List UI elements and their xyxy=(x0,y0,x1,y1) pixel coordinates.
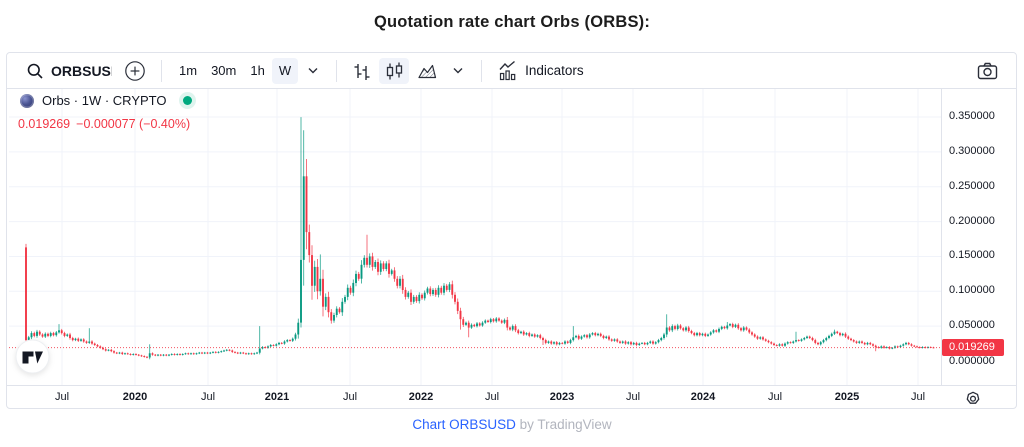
legend-values-row: 0.019269 −0.000077 (−0.40%) xyxy=(18,117,192,131)
interval-group: 1m 30m 1h W xyxy=(172,57,299,84)
camera-icon xyxy=(976,60,999,82)
plus-circle-icon xyxy=(124,60,146,82)
interval-button-1m[interactable]: 1m xyxy=(172,58,204,84)
toolbar-separator xyxy=(336,59,338,82)
attribution-byline: by TradingView xyxy=(515,417,612,432)
time-axis-divider xyxy=(7,385,1017,386)
time-tick-label: Jul xyxy=(484,391,500,403)
market-status-dot xyxy=(183,96,193,105)
symbol-name: ORBSUSD xyxy=(51,62,112,79)
attribution-footer: Chart ORBSUSD by TradingView xyxy=(0,417,1024,432)
price-tick-label: 0.050000 xyxy=(949,319,995,332)
interval-dropdown-button[interactable] xyxy=(300,58,326,84)
chevron-down-icon xyxy=(453,67,463,74)
time-tick-label: Jul xyxy=(767,391,783,403)
time-tick-label: Jul xyxy=(625,391,641,403)
time-tick-label: Jul xyxy=(342,391,358,403)
page-title: Quotation rate chart Orbs (ORBS): xyxy=(373,13,651,31)
chart-style-bars-button[interactable] xyxy=(347,58,377,84)
chart-attribution-link[interactable]: Chart ORBSUSD xyxy=(412,417,516,432)
legend-change: −0.000077 (−0.40%) xyxy=(76,117,191,131)
price-tick-label: 0.350000 xyxy=(949,110,995,123)
price-tick-label: 0.100000 xyxy=(949,284,995,297)
candles-style-icon xyxy=(384,60,404,82)
style-dropdown-button[interactable] xyxy=(445,58,471,84)
legend-symbol-row[interactable]: Orbs · 1W · CRYPTO xyxy=(20,93,193,108)
time-tick-label: 2020 xyxy=(122,391,148,403)
interval-button-1h[interactable]: 1h xyxy=(243,58,271,84)
price-tick-label: 0.300000 xyxy=(949,144,995,157)
chart-settings-button[interactable] xyxy=(963,388,983,411)
tradingview-logo[interactable] xyxy=(14,338,51,380)
bars-style-icon xyxy=(352,60,372,82)
area-style-icon xyxy=(416,61,438,81)
legend-symbol-title: Orbs · 1W · CRYPTO xyxy=(42,93,167,108)
indicators-button[interactable]: Indicators xyxy=(492,58,589,84)
price-tick-label: 0.150000 xyxy=(949,249,995,262)
search-icon xyxy=(26,62,44,80)
time-tick-label: 2023 xyxy=(549,391,575,403)
snapshot-button[interactable] xyxy=(971,58,1004,84)
chevron-down-icon xyxy=(308,67,318,74)
time-tick-label: Jul xyxy=(910,391,926,403)
last-price-badge: 0.019269 xyxy=(942,339,1004,357)
price-tick-label: 0.200000 xyxy=(949,214,995,227)
gear-icon xyxy=(963,391,983,411)
symbol-search-button[interactable]: ORBSUSD xyxy=(21,58,117,84)
chart-style-area-button[interactable] xyxy=(411,58,443,84)
orbs-coin-icon xyxy=(20,93,34,108)
compare-add-symbol-button[interactable] xyxy=(119,58,151,84)
time-tick-label: Jul xyxy=(54,391,70,403)
time-tick-label: 2021 xyxy=(264,391,290,403)
indicators-label: Indicators xyxy=(525,63,584,78)
legend-last-price: 0.019269 xyxy=(18,117,71,131)
indicators-icon xyxy=(497,60,519,81)
time-tick-label: Jul xyxy=(200,391,216,403)
toolbar-separator xyxy=(481,59,483,82)
price-tick-label: 0.000000 xyxy=(949,355,995,367)
time-tick-label: 2022 xyxy=(408,391,434,403)
toolbar-separator xyxy=(161,59,162,82)
price-axis-divider xyxy=(941,88,942,385)
chart-legend: Orbs · 1W · CRYPTO 0.019269 −0.000077 (−0… xyxy=(18,93,193,131)
interval-button-30m[interactable]: 30m xyxy=(204,58,243,84)
chart-style-candles-button[interactable] xyxy=(379,57,410,84)
time-tick-label: 2024 xyxy=(690,391,716,403)
time-tick-label: 2025 xyxy=(834,391,860,403)
price-tick-label: 0.250000 xyxy=(949,179,995,192)
interval-button-W[interactable]: W xyxy=(271,57,299,84)
